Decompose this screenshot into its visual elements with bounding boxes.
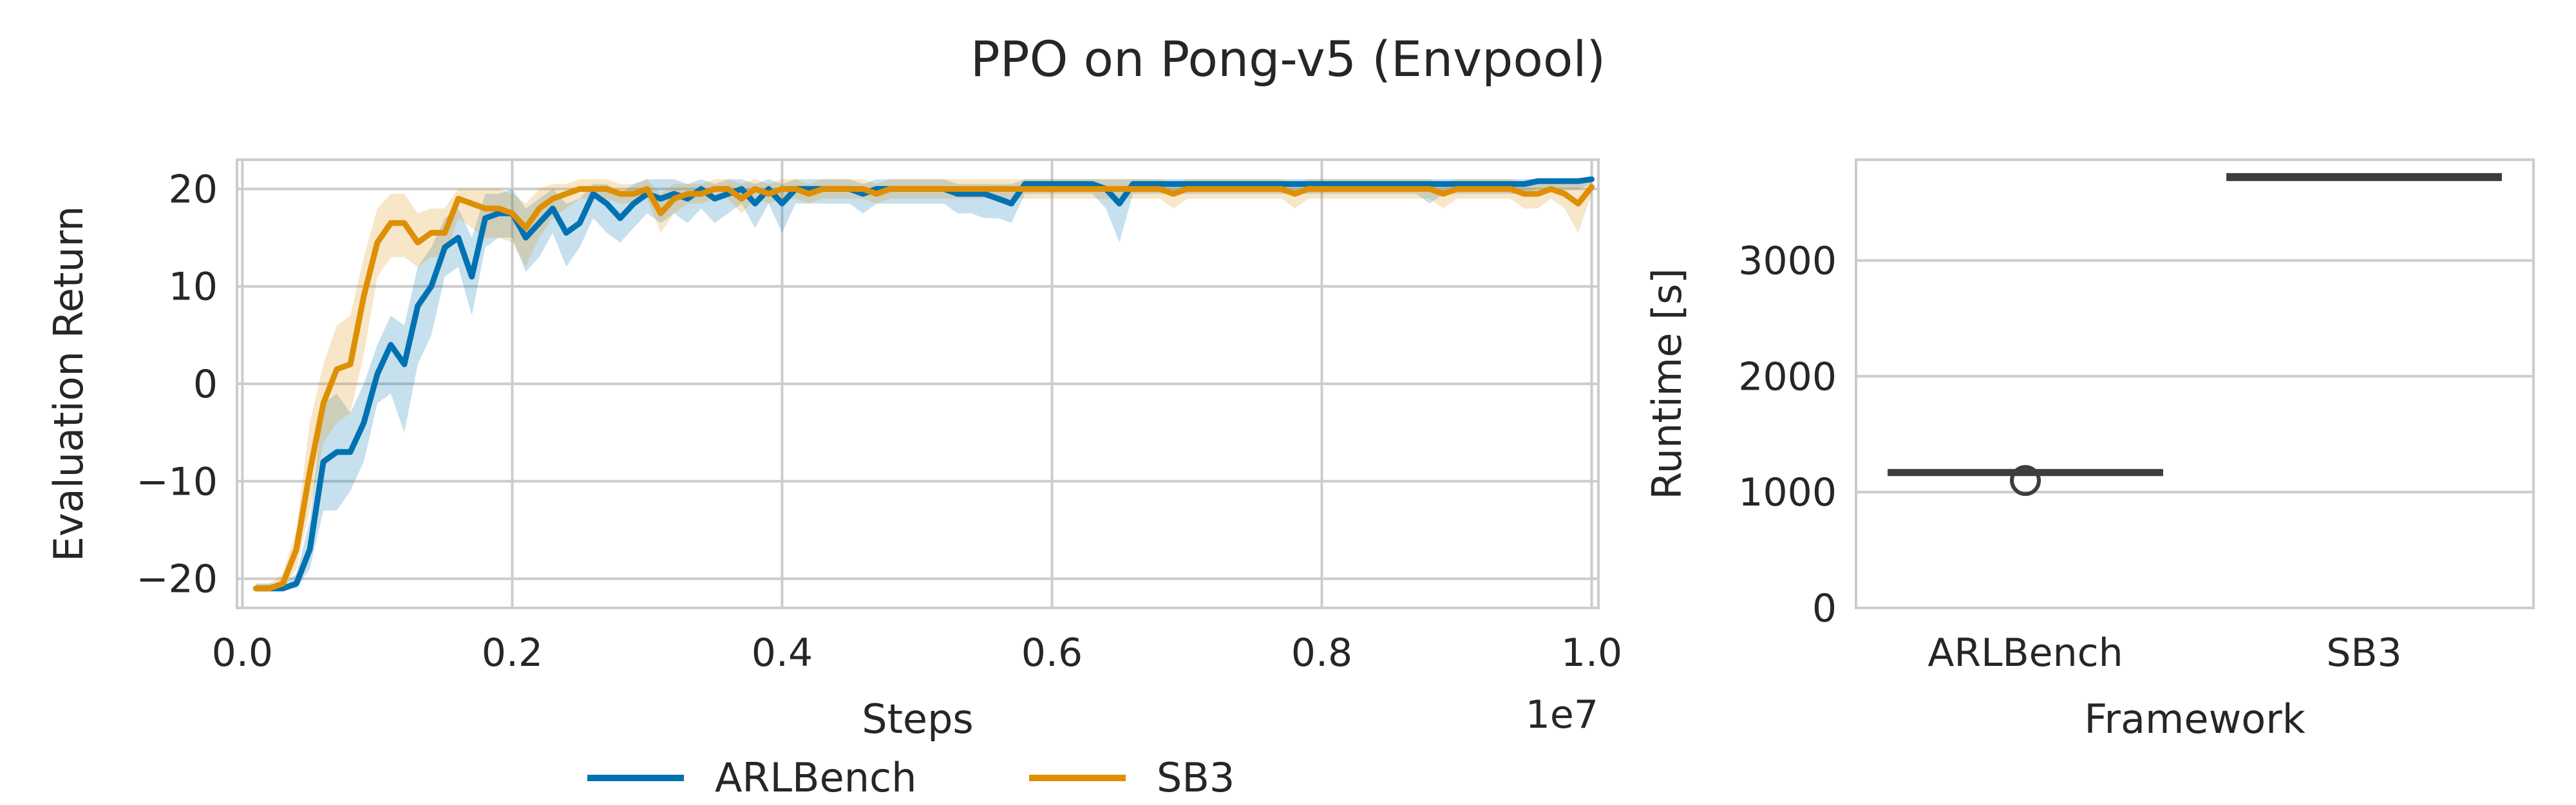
box-plot-grid [1856,259,2533,609]
line-chart-y-ticks: −20 −10 0 10 20 [136,167,218,601]
line-chart-frame [236,158,1600,609]
x-tick-label: 0.0 [212,630,273,676]
confidence-band-sb3 [256,179,1592,589]
box-plot-panel: ARLBench SB3 0 1000 2000 3000 Framework Runt… [1643,158,2535,743]
x-tick-label: 1.0 [1561,630,1622,676]
box-plot-x-label: Framework [2084,696,2305,743]
line-chart-y-label: Evaluation Return [45,206,92,562]
x-tick-label: 0.8 [1291,630,1352,676]
box-plot-boxes [1888,173,2502,497]
line-chart-panel: 0.0 0.2 0.4 0.6 0.8 1.0 −20 −10 0 10 20 Steps 1e7… [45,158,1623,743]
box-sb3 [2226,173,2502,182]
y-tick-label: −20 [136,557,218,602]
y-tick-label: 10 [169,265,218,310]
series-line-sb3 [252,184,1595,592]
y-tick-label: 20 [169,167,218,212]
legend-item-sb3: SB3 [1029,754,1235,801]
y-tick-label: 1000 [1738,470,1837,515]
y-tick-label: 3000 [1738,238,1837,283]
y-tick-label: 0 [1812,586,1837,631]
x-tick-label: 0.6 [1021,630,1083,676]
legend: ARLBench SB3 [587,754,1235,801]
y-tick-label: −10 [136,459,218,504]
box-arlbench [1888,465,2163,497]
legend-item-arlbench: ARLBench [587,754,916,801]
category-label-arlbench: ARLBench [1927,630,2123,676]
line-chart-lines [252,176,1595,592]
line-chart-bands [256,177,1592,589]
x-tick-label: 0.4 [752,630,813,676]
legend-label-arlbench: ARLBench [715,754,916,801]
outlier-point [2010,465,2041,497]
line-chart-x-label: Steps [862,696,973,743]
box-plot-x-ticks: ARLBench SB3 [1927,630,2401,676]
line-chart-x-ticks: 0.0 0.2 0.4 0.6 0.8 1.0 [212,630,1623,676]
legend-label-sb3: SB3 [1157,754,1235,801]
y-tick-label: 2000 [1738,354,1837,399]
line-chart-grid [237,160,1598,608]
y-tick-label: 0 [193,362,218,407]
box-plot-frame [1855,158,2535,609]
figure-title: PPO on Pong-v5 (Envpool) [971,30,1605,88]
x-tick-label: 0.2 [482,630,543,676]
line-chart-x-scale-label: 1e7 [1526,692,1598,737]
box-plot-y-label: Runtime [s] [1643,268,1690,499]
box-plot-y-ticks: 0 1000 2000 3000 [1738,238,1837,631]
category-label-sb3: SB3 [2326,630,2401,676]
